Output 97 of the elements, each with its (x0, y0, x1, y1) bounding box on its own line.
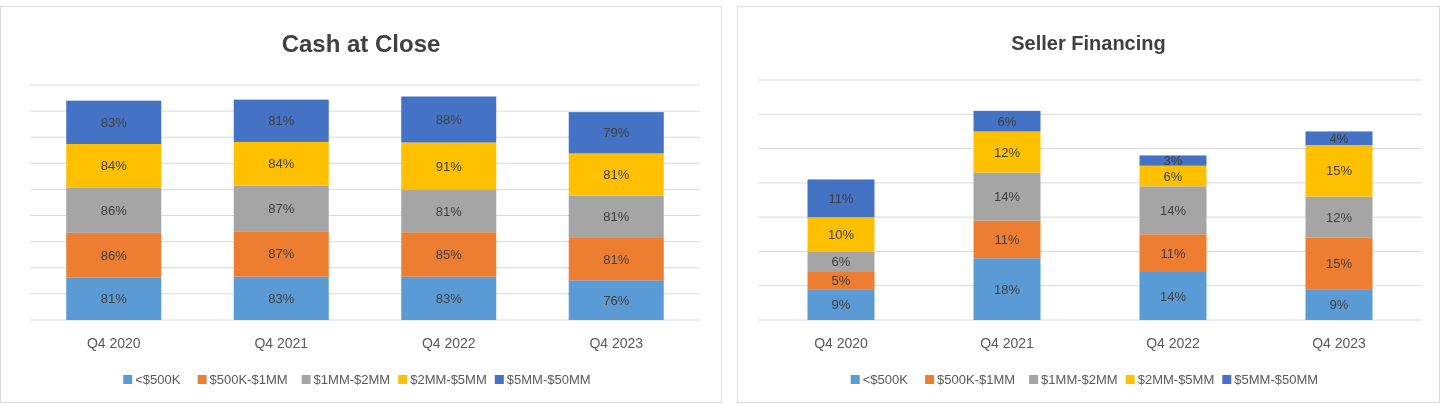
bar (807, 251, 875, 272)
data-label: 83% (100, 114, 128, 130)
data-label: 91% (435, 158, 463, 174)
data-label: 81% (603, 167, 630, 183)
data-label: 84% (268, 156, 295, 172)
bar (568, 238, 664, 281)
data-label: 14% (1159, 288, 1187, 304)
bar (1139, 272, 1207, 320)
bar (1305, 289, 1373, 320)
bar (568, 195, 664, 239)
bar (807, 289, 875, 320)
x-tick-label: Q4 2022 (421, 335, 476, 351)
legend-label: $5MM-$50MM (506, 372, 591, 387)
bar (1139, 155, 1207, 166)
data-label: 11% (828, 190, 854, 206)
x-tick-label: Q4 2020 (814, 335, 869, 351)
bar (973, 258, 1041, 320)
bar (1305, 237, 1373, 290)
bar (233, 99, 329, 142)
bar (233, 141, 329, 186)
bar (401, 189, 497, 233)
x-tick-label: Q4 2022 (1146, 335, 1201, 351)
x-tick-label: Q4 2023 (589, 335, 644, 351)
legend-label: $500K-$1MM (209, 372, 288, 387)
legend-label: $2MM-$5MM (1137, 372, 1215, 387)
bar (1305, 131, 1373, 146)
bar (1139, 234, 1207, 272)
chart-title: Seller Financing (1011, 32, 1166, 54)
data-label: 84% (100, 158, 128, 174)
bar (66, 144, 162, 188)
data-label: 87% (268, 201, 295, 217)
bar (233, 276, 329, 320)
data-label: 6% (1163, 168, 1183, 184)
data-label: 6% (997, 113, 1017, 129)
bar (568, 153, 664, 196)
bar (401, 96, 497, 143)
legend-label: $1MM-$2MM (1041, 372, 1118, 387)
data-label: 14% (1159, 202, 1187, 218)
bar (401, 232, 497, 277)
x-tick-label: Q4 2023 (1312, 335, 1367, 351)
bar (1139, 186, 1207, 235)
bar (1305, 145, 1373, 197)
data-label: 86% (100, 202, 128, 218)
data-label: 11% (1160, 245, 1186, 261)
x-tick-label: Q4 2020 (86, 335, 141, 351)
legend-label: <$500K (135, 372, 181, 387)
bar (807, 179, 875, 218)
data-label: 18% (993, 281, 1021, 297)
legend-label: $1MM-$2MM (313, 372, 391, 387)
x-tick-label: Q4 2021 (254, 335, 309, 351)
legend-label: <$500K (862, 372, 909, 387)
data-label: 12% (993, 144, 1021, 160)
bar (973, 131, 1041, 173)
data-label: 11% (994, 231, 1020, 247)
bar (568, 112, 664, 154)
data-label: 9% (831, 297, 851, 313)
bar (973, 172, 1041, 221)
data-label: 85% (435, 247, 463, 263)
legend-label: $5MM-$50MM (1234, 372, 1319, 387)
bar (1305, 196, 1373, 238)
bar (233, 185, 329, 232)
x-tick-label: Q4 2021 (980, 335, 1035, 351)
data-label: 86% (100, 247, 128, 263)
data-label: 88% (435, 112, 463, 128)
bar (66, 100, 162, 145)
data-label: 76% (603, 292, 630, 308)
chart-title: Cash at Close (281, 30, 441, 57)
data-label: 10% (827, 226, 855, 242)
bar (66, 277, 162, 320)
legend-label: $2MM-$5MM (410, 372, 487, 387)
bar (973, 220, 1041, 259)
data-label: 81% (100, 291, 128, 307)
data-label: 83% (435, 290, 463, 306)
bar (807, 217, 875, 252)
data-label: 81% (268, 113, 295, 129)
legend-label: $500K-$1MM (937, 372, 1016, 387)
data-label: 6% (831, 254, 851, 270)
data-label: 83% (268, 290, 295, 306)
data-label: 14% (993, 189, 1021, 205)
data-label: 3% (1163, 153, 1183, 169)
bar (401, 142, 497, 190)
data-label: 9% (1329, 297, 1349, 313)
data-label: 81% (603, 209, 630, 225)
bar (568, 280, 664, 320)
bar (233, 231, 329, 277)
bar (401, 276, 497, 320)
data-label: 79% (603, 125, 630, 141)
data-label: 87% (268, 246, 295, 262)
data-label: 4% (1329, 130, 1349, 146)
data-label: 81% (603, 251, 630, 267)
bar (66, 232, 162, 278)
data-label: 5% (831, 273, 851, 289)
data-label: 15% (1325, 163, 1353, 179)
data-label: 15% (1325, 255, 1353, 271)
data-label: 12% (1325, 209, 1353, 225)
data-label: 81% (435, 203, 463, 219)
bar (66, 187, 162, 233)
